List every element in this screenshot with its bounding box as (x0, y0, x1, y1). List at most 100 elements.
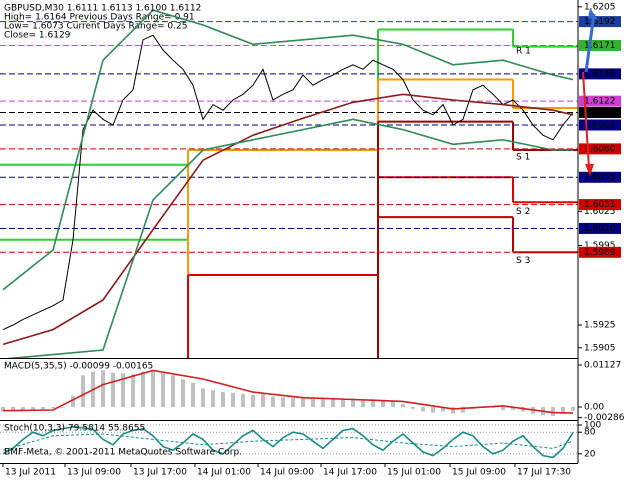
histogram-bar (241, 393, 245, 407)
x-tick-label: 14 Jul 01:00 (197, 468, 251, 478)
x-tick-label: 15 Jul 09:00 (452, 468, 506, 478)
histogram-bar (491, 406, 495, 408)
pivot-label: S 2 (516, 207, 530, 217)
histogram-bar (451, 406, 455, 414)
panel (0, 9, 578, 358)
histogram-bar (21, 406, 25, 411)
level-label-bg (579, 39, 621, 51)
histogram-bar (291, 397, 295, 407)
stoch-title: Stoch(10,3,3) 79.5814 55.8655 (4, 424, 145, 434)
histogram-bar (311, 398, 315, 407)
y-tick-label: 0.01127 (584, 360, 621, 370)
histogram-bar (391, 401, 395, 407)
histogram-bar (221, 392, 225, 407)
histogram-bar (211, 390, 215, 407)
panel (0, 424, 578, 459)
level-label: 1.6146 (584, 69, 616, 79)
level-label: 1.6192 (584, 17, 616, 27)
x-tick-label: 13 Jul 2011 (5, 468, 56, 478)
histogram-bar (381, 400, 385, 407)
histogram-bar (201, 388, 205, 407)
histogram-bar (401, 404, 405, 407)
y-tick-label: 100 (584, 421, 601, 431)
level-label: 1.6122 (584, 97, 616, 107)
histogram-bar (151, 371, 155, 407)
level-label-bg (579, 246, 621, 258)
histogram-bar (231, 392, 235, 407)
chart-title: GBPUSD,M30 1.6111 1.6113 1.6100 1.6112 (4, 4, 201, 14)
pivot-label: S 3 (516, 256, 530, 266)
histogram-bar (501, 406, 505, 410)
histogram-bar (191, 382, 195, 407)
histogram-bar (1, 406, 5, 412)
arrow-head (585, 164, 594, 176)
histogram-bar (141, 371, 145, 407)
histogram-bar (251, 394, 255, 407)
histogram-bar (181, 379, 185, 407)
y-tick-label: 80 (584, 428, 596, 438)
histogram-bar (281, 397, 285, 407)
series-line (2, 369, 574, 414)
level-label-bg (579, 199, 621, 211)
histogram-bar (101, 370, 105, 407)
level-label-bg (579, 143, 621, 155)
y-tick-label: 1.5995 (584, 241, 616, 251)
macd-title: MACD(5,35,5) -0.00099 -0.00165 (4, 362, 153, 372)
trend-arrow (584, 13, 596, 73)
histogram-bar (321, 398, 325, 407)
level-label-bg (579, 16, 621, 28)
histogram-bar (131, 374, 135, 407)
pivot-label: S 1 (516, 152, 530, 162)
histogram-bar (421, 406, 425, 412)
level-label: 1.6055 (584, 173, 616, 183)
series-line (2, 93, 574, 346)
histogram-bar (561, 406, 565, 414)
histogram-bar (31, 406, 35, 410)
level-label-bg (579, 119, 621, 131)
series-line (2, 34, 574, 331)
x-tick-label: 14 Jul 09:00 (260, 468, 314, 478)
y-tick-label: 1.6025 (584, 207, 616, 217)
histogram-bar (61, 406, 65, 408)
series-line (2, 9, 574, 291)
level-label: 1.6080 (584, 144, 616, 154)
histogram-bar (331, 398, 335, 407)
y-tick-label: 1.5925 (584, 321, 616, 331)
x-tick-label: 13 Jul 17:00 (133, 468, 187, 478)
pivot-label: R 1 (516, 47, 531, 57)
level-label-bg (579, 222, 621, 234)
level-label-bg (579, 171, 621, 183)
histogram-bar (261, 393, 265, 407)
histogram-bar (301, 397, 305, 407)
histogram-bar (111, 372, 115, 407)
info-line: Close= 1.6129 (4, 31, 71, 41)
histogram-bar (171, 375, 175, 407)
level-label: 1.6031 (584, 200, 616, 210)
level-label: 1.6010 (584, 224, 616, 234)
series-line (2, 433, 574, 451)
y-tick-label: 1.6205 (584, 2, 616, 12)
histogram-bar (71, 395, 75, 407)
histogram-bar (361, 399, 365, 407)
series-line (6, 118, 573, 358)
histogram-bar (161, 373, 165, 407)
histogram-bar (431, 406, 435, 413)
histogram-bar (11, 406, 15, 412)
y-tick-label: -0.00286 (584, 413, 625, 423)
histogram-bar (571, 406, 575, 411)
x-tick-label: 15 Jul 01:00 (387, 468, 441, 478)
histogram-bar (551, 406, 555, 416)
y-tick-label: 1.5905 (584, 343, 616, 353)
info-line: Low= 1.6073 Current Days Range= 0.25 (4, 22, 187, 32)
level-label-bg (579, 107, 621, 119)
histogram-bar (511, 406, 515, 410)
histogram-bar (351, 398, 355, 407)
level-label-bg (579, 95, 621, 107)
x-tick-label: 14 Jul 17:00 (323, 468, 377, 478)
level-label: 1.5989 (584, 248, 616, 258)
histogram-bar (371, 399, 375, 407)
info-line: High= 1.6164 Previous Days Range= 0.91 (4, 13, 195, 23)
copyright: BMF-Meta, © 2001-2011 MetaQuotes Softwar… (4, 448, 242, 458)
histogram-bar (341, 398, 345, 407)
